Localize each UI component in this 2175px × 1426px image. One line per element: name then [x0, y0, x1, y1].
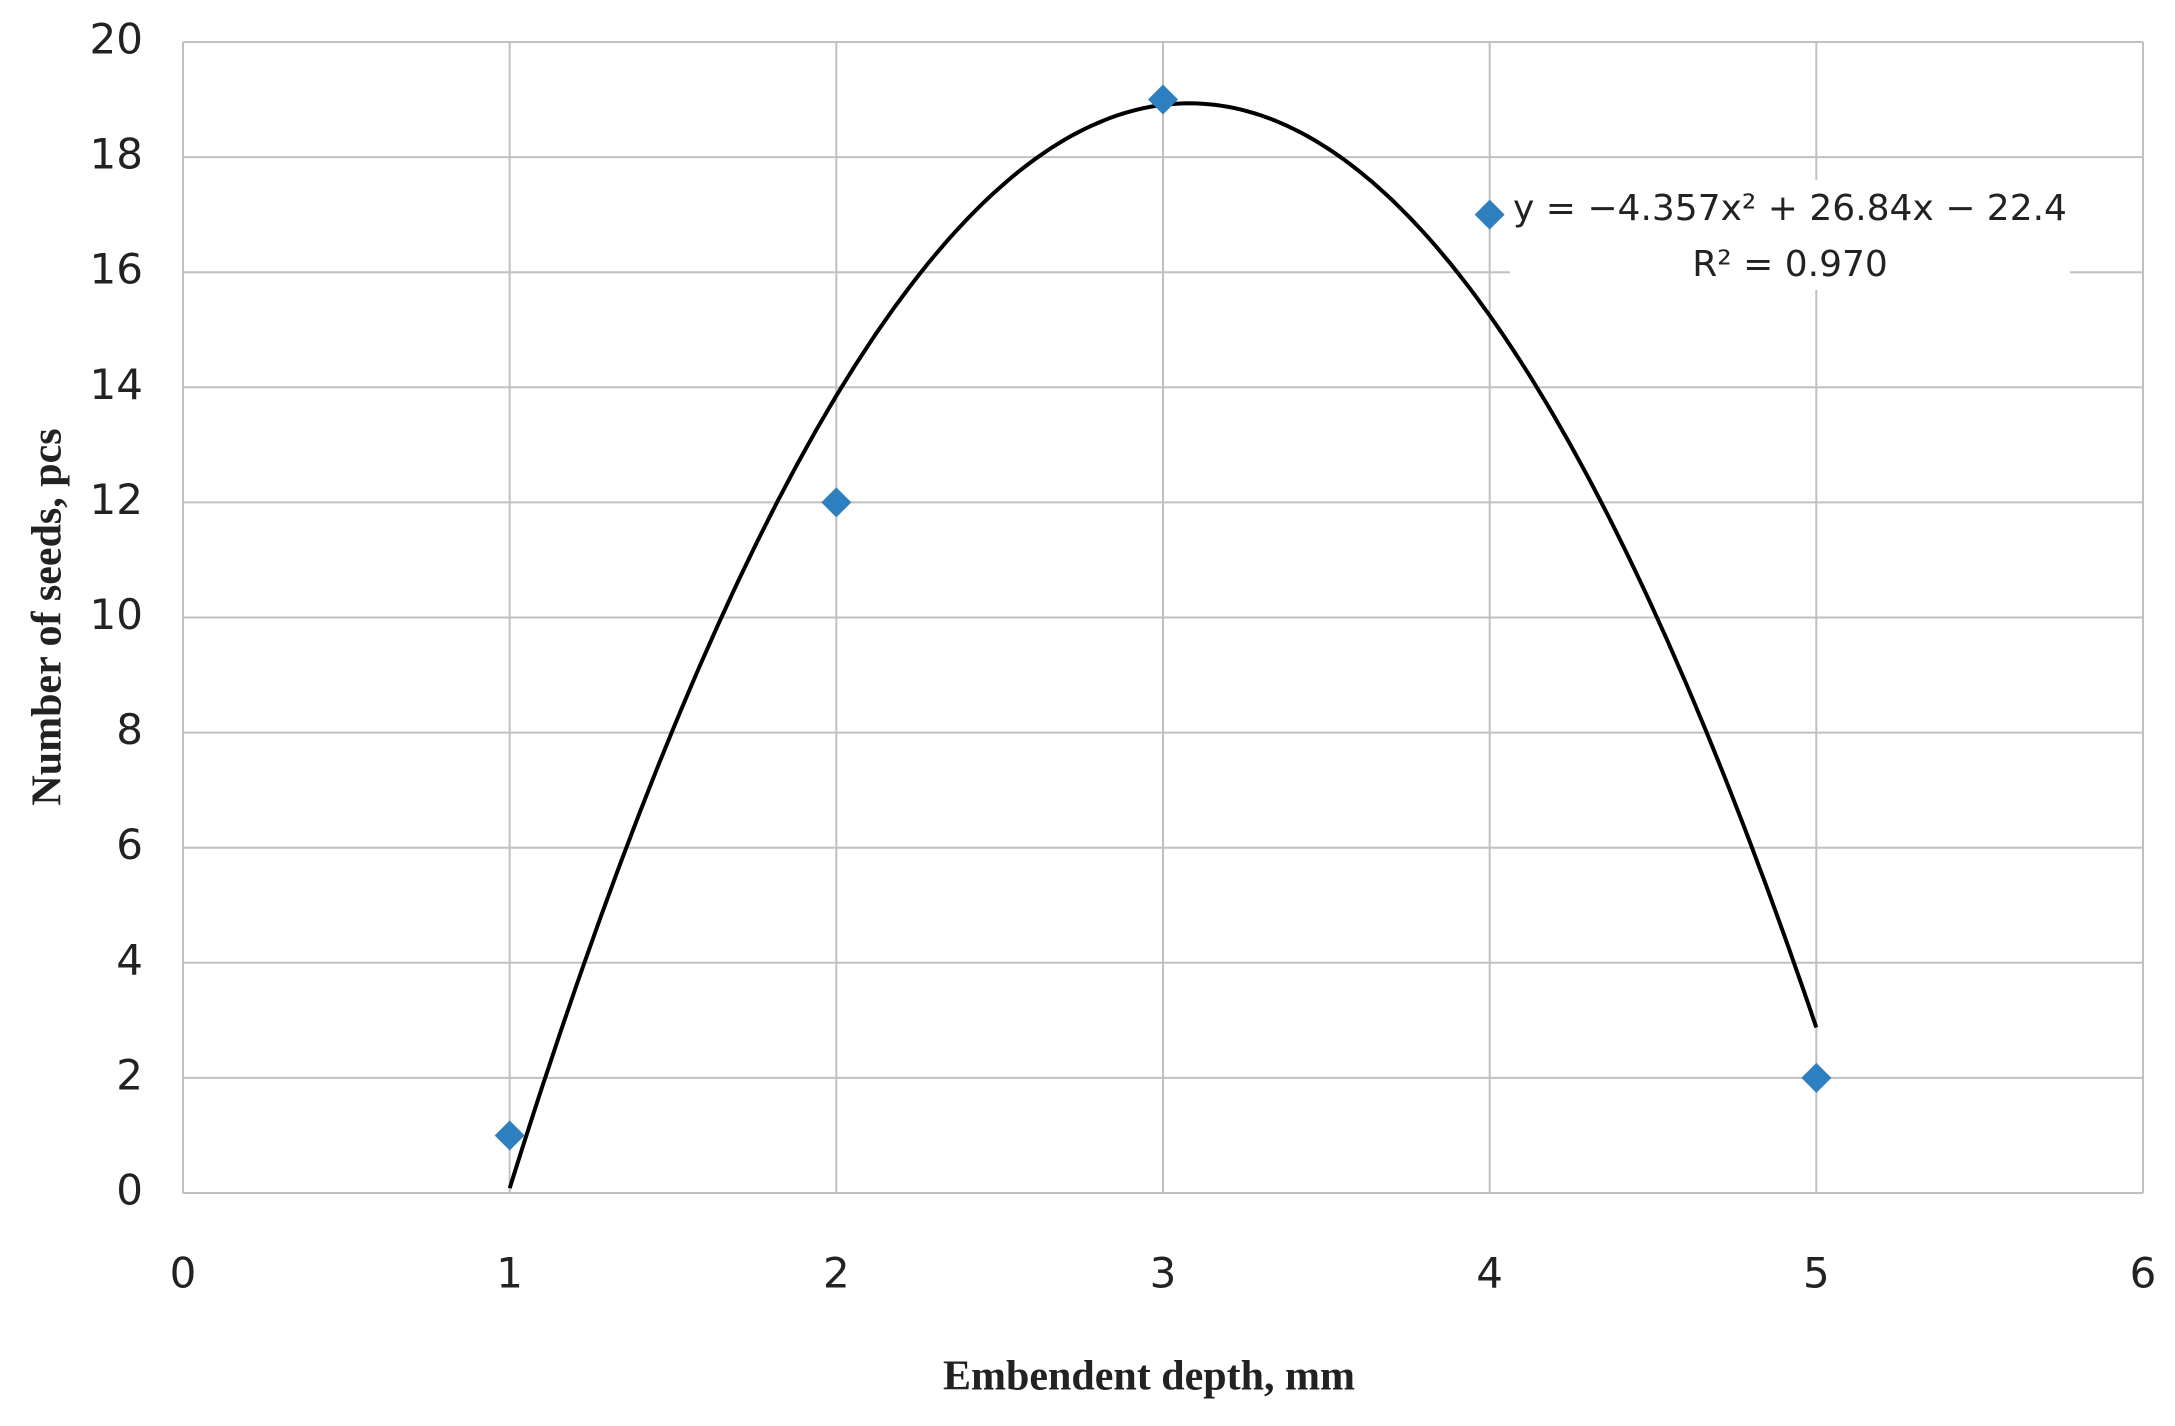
x-tick-label: 4 [1476, 1249, 1503, 1298]
data-point [494, 1120, 525, 1151]
y-axis-title: Number of seeds, pcs [25, 428, 71, 805]
x-tick-label: 5 [1803, 1249, 1830, 1298]
y-tick-label: 14 [90, 360, 143, 409]
x-tick-label: 3 [1150, 1249, 1177, 1298]
data-point [1148, 84, 1178, 115]
y-tick-label: 10 [90, 590, 143, 639]
y-tick-label: 0 [116, 1166, 143, 1215]
x-tick-label: 0 [170, 1249, 197, 1298]
trendline-equation: y = −4.357x² + 26.84x − 22.4 [1513, 188, 2067, 229]
r-squared-label: R² = 0.970 [1692, 244, 1888, 285]
annotation-background [1510, 180, 2070, 290]
data-point [1801, 1062, 1832, 1093]
y-tick-label: 16 [90, 245, 143, 294]
x-tick-label: 6 [2130, 1249, 2157, 1298]
data-point [821, 487, 852, 518]
y-tick-label: 8 [116, 705, 143, 754]
x-tick-label: 1 [496, 1249, 523, 1298]
y-tick-label: 20 [90, 15, 143, 64]
y-tick-label: 6 [116, 820, 143, 869]
y-tick-label: 12 [90, 475, 143, 524]
x-tick-label: 2 [823, 1249, 850, 1298]
data-point [1474, 199, 1505, 230]
y-tick-label: 18 [90, 130, 143, 179]
y-tick-label: 4 [116, 935, 143, 984]
x-axis-title: Embendent depth, mm [943, 1354, 1355, 1400]
y-tick-label: 2 [116, 1050, 143, 1099]
